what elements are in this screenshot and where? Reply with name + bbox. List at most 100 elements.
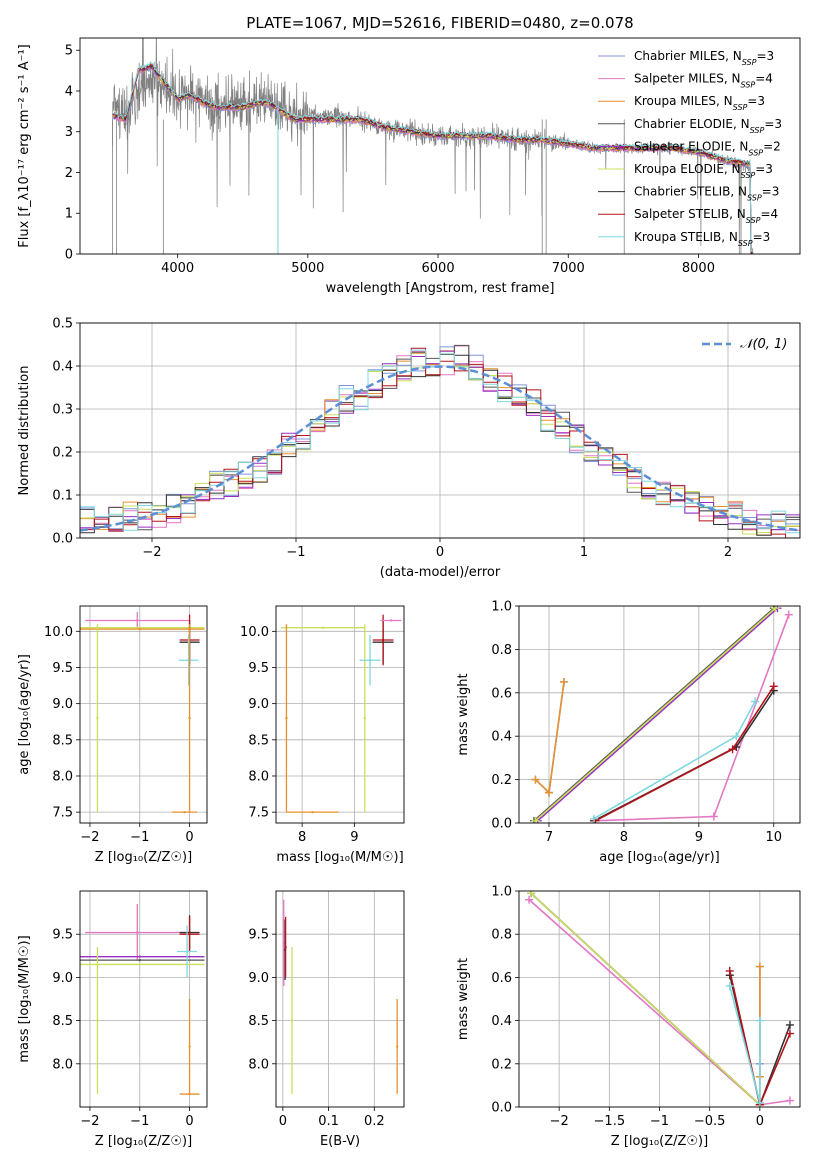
x-axis-label: mass [log₁₀(M/M☉)] [276, 850, 403, 865]
data-point [368, 659, 372, 662]
x-tick-label: 10 [765, 830, 782, 845]
series-line [530, 892, 761, 1106]
series-marker [732, 732, 741, 741]
series-line [533, 607, 775, 822]
plot-area [282, 899, 399, 1095]
axes-frame [518, 605, 801, 824]
y-tick-label: 2 [65, 166, 73, 181]
panel-spectrum: 4000 5000 6000 7000 8000 0 1 2 3 4 5 wavelength [An… [17, 14, 801, 296]
y-tick-label: 8.0 [248, 769, 269, 784]
x-tick-label: 1 [580, 545, 588, 560]
series-marker [755, 962, 764, 971]
x-tick-label: 0.2 [364, 1114, 385, 1129]
y-tick-label: 8.5 [248, 733, 269, 748]
series-marker [531, 775, 540, 784]
series-marker [544, 788, 553, 797]
y-tick-label: 8.5 [52, 733, 73, 748]
plot-area [281, 614, 402, 814]
series-marker [725, 982, 734, 991]
x-tick-label: −1 [130, 1114, 149, 1129]
data-point [138, 958, 141, 962]
series-marker [527, 891, 536, 898]
y-tick-label: 9.0 [52, 697, 73, 712]
series-marker [769, 682, 778, 691]
y-tick-label: 0.2 [491, 1057, 512, 1072]
model-flux-line [112, 62, 753, 253]
data-point [138, 963, 141, 966]
y-tick-label: 7.5 [52, 806, 73, 821]
y-tick-label: 10.0 [44, 625, 73, 640]
series-line [534, 607, 776, 822]
x-tick-label: 0 [279, 1114, 287, 1129]
y-tick-label: 0.2 [52, 446, 73, 461]
x-tick-label: 7 [545, 830, 553, 845]
y-tick-label: 1.0 [491, 600, 512, 615]
plot-area [525, 891, 794, 1107]
histogram-series [80, 349, 800, 538]
axes-frame [275, 890, 405, 1108]
x-tick-label: 8 [298, 830, 306, 845]
x-tick-label: 7000 [552, 261, 585, 276]
y-tick-label: 10.0 [240, 625, 269, 640]
data-point [188, 1092, 191, 1096]
panel-weight_vs_age: 7 8 9 10 0.0 0.2 0.4 0.6 0.8 1.0 age [log₁₀(age/yr… [456, 600, 801, 865]
x-tick-label: −2 [142, 545, 161, 560]
data-point [381, 638, 385, 642]
x-tick-label: 9 [695, 830, 703, 845]
legend-label: Salpeter MILES, NSSP=4 [634, 72, 773, 90]
series-line [534, 681, 565, 795]
y-tick-label: 9.5 [248, 928, 269, 943]
x-tick-label: 0 [185, 830, 193, 845]
y-tick-label: 9.5 [52, 661, 73, 676]
series-line [593, 701, 756, 820]
y-tick-label: 0.1 [52, 489, 73, 504]
axes-frame [275, 605, 405, 824]
x-tick-label: 8 [620, 830, 628, 845]
y-tick-label: 9.0 [52, 971, 73, 986]
series-marker [589, 814, 598, 823]
series-marker [525, 895, 534, 904]
series-marker [751, 697, 760, 706]
y-tick-label: 5 [65, 44, 73, 59]
legend: Chabrier MILES, NSSP=3 Salpeter MILES, NS… [598, 49, 782, 247]
x-tick-label: 0.1 [318, 1114, 339, 1129]
y-tick-label: 8.5 [248, 1014, 269, 1029]
series-line [534, 681, 565, 795]
series-marker [771, 606, 780, 613]
x-tick-label: 5000 [291, 261, 324, 276]
legend-label: Kroupa MILES, NSSP=3 [634, 94, 765, 112]
series-marker [531, 816, 540, 823]
series-marker [755, 1016, 764, 1025]
y-tick-label: 0.4 [491, 1014, 512, 1029]
axes-frame [79, 890, 208, 1108]
y-tick-label: 0.4 [491, 730, 512, 745]
series-marker [725, 966, 734, 975]
x-axis-label: Z [log₁₀(Z/Z☉)] [95, 850, 192, 865]
x-axis-label: wavelength [Angstrom, rest frame] [326, 281, 555, 296]
x-tick-label: −1 [650, 1114, 669, 1129]
plot-area [80, 903, 205, 1096]
y-axis-label: mass weight [456, 673, 471, 755]
y-axis-label: Flux [f_λ10⁻¹⁷ erg cm⁻² s⁻¹ A⁻¹] [17, 44, 32, 248]
x-axis-label: E(B-V) [320, 1134, 360, 1149]
x-tick-label: 0 [436, 545, 444, 560]
panel-residuals: −2 −1 0 1 2 0.0 0.1 0.2 0.3 0.4 0.5 (data-model)/er… [17, 317, 801, 580]
data-point [188, 933, 191, 936]
x-tick-label: 4000 [161, 261, 194, 276]
legend-label: Kroupa ELODIE, NSSP=3 [634, 162, 773, 180]
series-marker [785, 1029, 794, 1038]
data-point [96, 716, 99, 720]
data-point [136, 619, 139, 622]
x-tick-label: 8000 [682, 261, 715, 276]
y-tick-label: 0.0 [491, 817, 512, 832]
y-tick-label: 0.3 [52, 403, 73, 418]
legend-label: Chabrier STELIB, NSSP=3 [634, 185, 779, 203]
y-tick-label: 4 [65, 84, 73, 99]
data-point [321, 626, 325, 629]
data-point [96, 1019, 99, 1022]
y-axis-label: mass [log₁₀(M/M☉)] [17, 935, 32, 1062]
y-axis-label: Normed distribution [17, 366, 32, 496]
x-axis-label: (data-model)/error [380, 565, 501, 580]
y-tick-label: 0.8 [491, 643, 512, 658]
